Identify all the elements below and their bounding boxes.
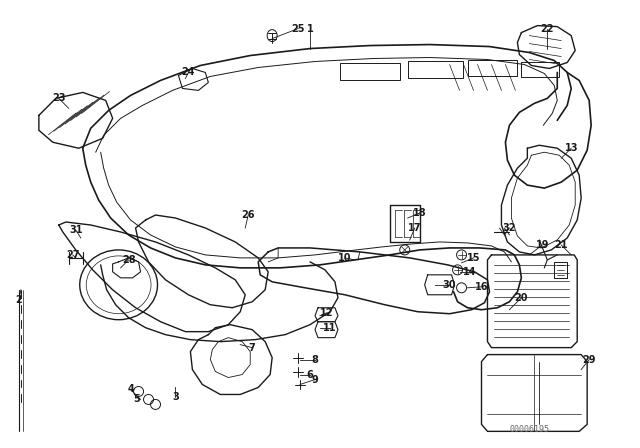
Text: 1: 1	[307, 24, 314, 34]
Text: 15: 15	[467, 253, 480, 263]
Bar	[522, 61, 559, 78]
Text: 30: 30	[443, 280, 456, 290]
Text: 12: 12	[320, 308, 333, 318]
Text: 22: 22	[541, 24, 554, 34]
Text: 6: 6	[307, 370, 314, 379]
Text: 27: 27	[66, 250, 79, 260]
Text: 20: 20	[515, 293, 528, 303]
Text: 28: 28	[122, 255, 136, 265]
Text: 11: 11	[323, 323, 337, 333]
Text: 5: 5	[133, 394, 140, 405]
Bar	[468, 60, 517, 77]
Text: 18: 18	[413, 208, 426, 218]
Text: 2: 2	[15, 295, 22, 305]
Text: 24: 24	[182, 68, 195, 78]
Text: 3: 3	[172, 392, 179, 402]
Text: 31: 31	[69, 225, 83, 235]
Text: 29: 29	[582, 354, 596, 365]
Bar	[408, 60, 463, 78]
Text: 13: 13	[564, 143, 578, 153]
Text: 26: 26	[241, 210, 255, 220]
Text: 00006195: 00006195	[509, 425, 549, 434]
Text: 17: 17	[408, 223, 422, 233]
Text: 32: 32	[502, 223, 516, 233]
Text: 9: 9	[312, 375, 318, 384]
Text: 7: 7	[249, 343, 255, 353]
Text: 19: 19	[536, 240, 549, 250]
Text: 23: 23	[52, 93, 65, 103]
Text: 25: 25	[291, 24, 305, 34]
Text: 21: 21	[554, 240, 568, 250]
Bar	[340, 63, 400, 81]
Text: 10: 10	[338, 253, 351, 263]
Text: 16: 16	[475, 282, 488, 292]
Text: 8: 8	[312, 354, 319, 365]
Text: 14: 14	[463, 267, 476, 277]
Text: 4: 4	[127, 384, 134, 395]
